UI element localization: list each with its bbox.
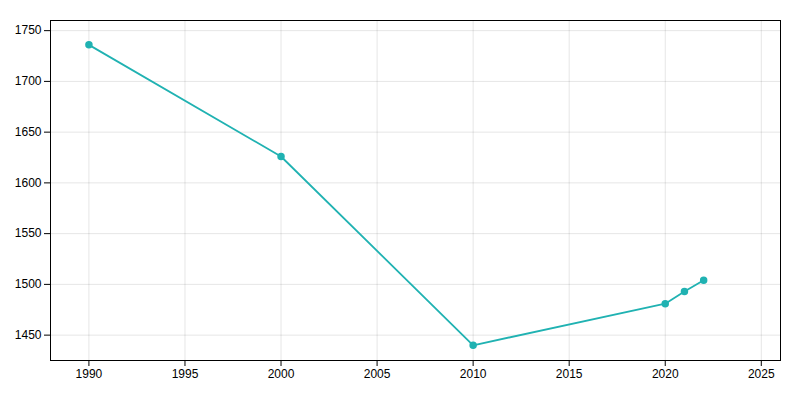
svg-text:2010: 2010 <box>460 367 487 381</box>
svg-text:1500: 1500 <box>15 277 42 291</box>
svg-text:1650: 1650 <box>15 125 42 139</box>
svg-text:2000: 2000 <box>268 367 295 381</box>
svg-text:1995: 1995 <box>172 367 199 381</box>
svg-text:1700: 1700 <box>15 74 42 88</box>
svg-text:1750: 1750 <box>15 23 42 37</box>
svg-text:2020: 2020 <box>652 367 679 381</box>
svg-text:1990: 1990 <box>76 367 103 381</box>
svg-text:2025: 2025 <box>748 367 775 381</box>
svg-text:1450: 1450 <box>15 328 42 342</box>
svg-text:1550: 1550 <box>15 226 42 240</box>
svg-text:1600: 1600 <box>15 176 42 190</box>
svg-text:2005: 2005 <box>364 367 391 381</box>
svg-text:2015: 2015 <box>556 367 583 381</box>
